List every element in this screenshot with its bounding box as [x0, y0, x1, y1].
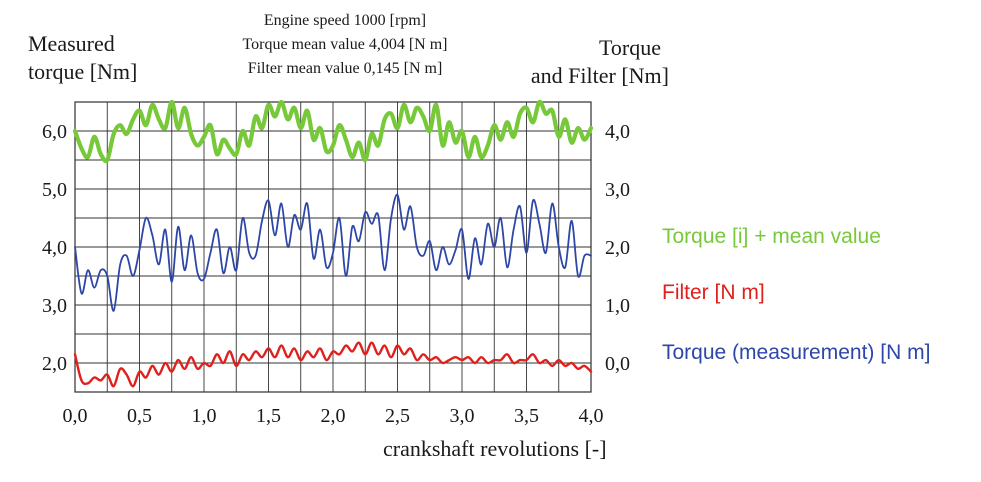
- x-tick-label: 3,5: [514, 405, 539, 427]
- info-torque-mean: Torque mean value 4,004 [N m]: [242, 36, 448, 53]
- info-engine-speed: Engine speed 1000 [rpm]: [263, 12, 427, 29]
- y-right-tick-label: 1,0: [605, 295, 630, 317]
- x-tick-label: 1,0: [192, 405, 217, 427]
- left-axis-title-line2: torque [Nm]: [28, 59, 138, 84]
- y-left-tick-label: 5,0: [42, 179, 67, 201]
- x-axis-title: crankshaft revolutions [-]: [383, 436, 607, 461]
- series-line-torque-mean: [72, 99, 594, 164]
- y-left-tick-label: 4,0: [42, 237, 67, 259]
- info-filter-mean: Filter mean value 0,145 [N m]: [247, 60, 443, 77]
- x-tick-label: 2,5: [385, 405, 410, 427]
- chart-series: [72, 99, 594, 388]
- x-tick-label: 0,0: [63, 405, 88, 427]
- right-axis-title-line1: Torque: [599, 35, 661, 60]
- chart-ticks: 0,0 0,5 1,0 1,5 2,0 2,5 3,0 3,5 4,0 2,0 3,0 4,0 5,0 6…: [42, 121, 630, 427]
- series-line-filter: [73, 341, 593, 388]
- legend-green-torque-mean: Torque [i] + mean value: [662, 225, 881, 248]
- y-right-tick-label: 0,0: [605, 353, 630, 375]
- x-tick-label: 0,5: [127, 405, 152, 427]
- y-right-tick-label: 4,0: [605, 121, 630, 143]
- y-left-tick-label: 2,0: [42, 353, 67, 375]
- y-right-tick-label: 2,0: [605, 237, 630, 259]
- x-tick-label: 2,0: [321, 405, 346, 427]
- left-axis-title-line1: Measured: [28, 31, 115, 56]
- legend-blue-torque-measurement: Torque (measurement) [N m]: [662, 341, 931, 364]
- x-tick-label: 1,5: [256, 405, 281, 427]
- x-tick-label: 4,0: [579, 405, 604, 427]
- y-left-tick-label: 3,0: [42, 295, 67, 317]
- y-right-tick-label: 3,0: [605, 179, 630, 201]
- x-tick-label: 3,0: [450, 405, 475, 427]
- legend-red-filter: Filter [N m]: [662, 281, 765, 304]
- series-line-torque-measurement: [74, 193, 592, 312]
- y-left-tick-label: 6,0: [42, 121, 67, 143]
- right-axis-title-line2: and Filter [Nm]: [530, 63, 669, 88]
